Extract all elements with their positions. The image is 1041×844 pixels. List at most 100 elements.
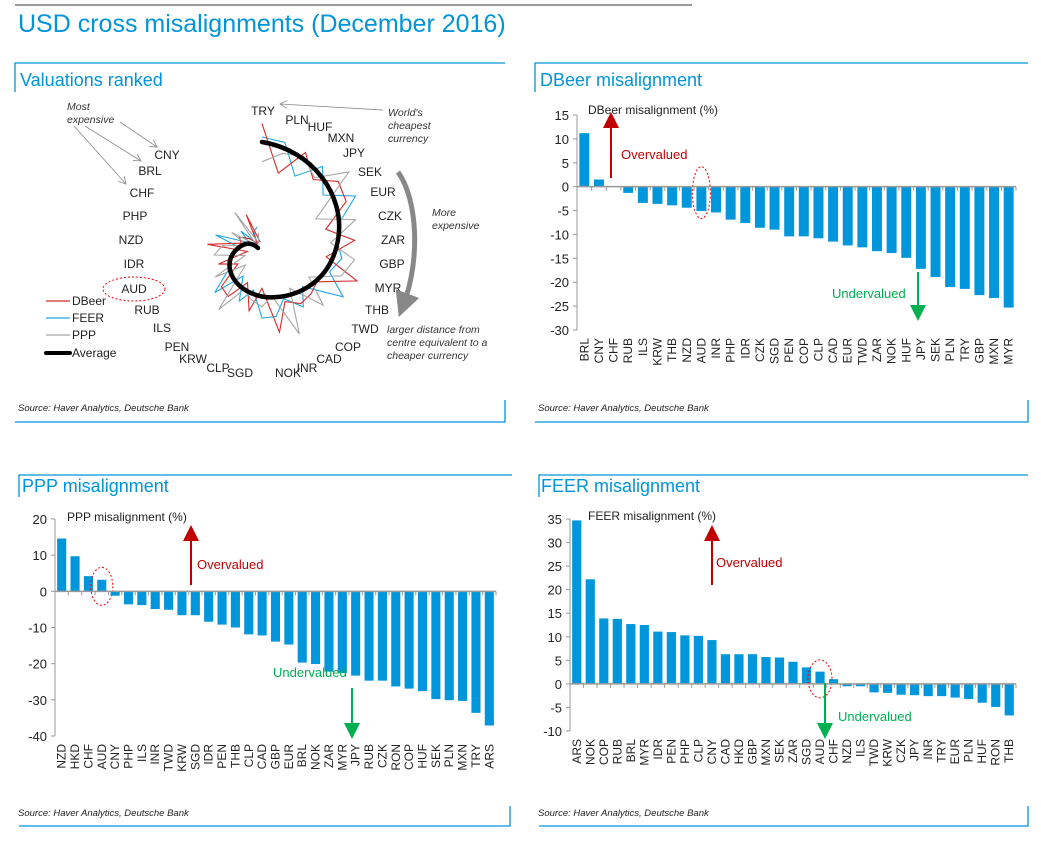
bar-aud [97, 579, 107, 592]
highlight-circle [691, 166, 711, 220]
bar-inr [923, 683, 933, 697]
x-tick-label: TRY [935, 739, 949, 763]
bar-cad [720, 654, 731, 684]
x-tick-label: COP [797, 338, 811, 364]
bar-try [937, 683, 947, 697]
more-expensive-label: expensive [432, 220, 479, 232]
bar-huf [417, 591, 428, 692]
distance-note: centre equivalent to a [387, 337, 488, 349]
x-tick-label: MYR [637, 739, 651, 766]
radar-label-brl: BRL [138, 164, 162, 178]
bar-cny [593, 179, 604, 187]
radar-label-mxn: MXN [328, 131, 355, 145]
x-tick-label: HUF [899, 338, 913, 363]
y-tick-label: 0 [562, 180, 569, 195]
x-tick-label: TWD [855, 338, 869, 366]
bar-nok [886, 186, 897, 254]
x-tick-label: HKD [68, 744, 82, 770]
most-expensive-label: Most [67, 101, 91, 113]
source-dbeer: Source: Haver Analytics, Deutsche Bank [538, 403, 710, 414]
y-tick-label: 30 [548, 536, 562, 551]
y-tick-label: 10 [33, 548, 47, 563]
x-tick-label: ILS [854, 739, 868, 757]
x-tick-label: HKD [732, 739, 746, 765]
panel-title-dbeer: DBeer misalignment [540, 70, 702, 90]
x-tick-label: PHP [678, 739, 692, 764]
most-expensive-label: expensive [67, 114, 114, 126]
bar-aud [815, 671, 825, 684]
x-tick-label: HUF [975, 739, 989, 764]
x-tick-label: PEN [664, 739, 678, 764]
x-tick-label: SEK [929, 338, 943, 362]
x-tick-label: COP [597, 739, 611, 765]
y-tick-label: 5 [555, 653, 562, 668]
bar-sgd [190, 591, 200, 616]
radar-label-cny: CNY [154, 148, 179, 162]
bar-huf [977, 683, 987, 703]
x-tick-label: SGD [188, 744, 202, 770]
panel-title-valuations: Valuations ranked [20, 70, 163, 90]
bar-idr [740, 186, 751, 223]
x-tick-label: TRY [469, 744, 483, 768]
x-tick-label: ILS [135, 744, 149, 762]
y-tick-label: -20 [28, 657, 47, 672]
bar-chf [828, 679, 839, 684]
x-tick-label: CLP [811, 338, 825, 361]
highlight-circle [807, 659, 833, 699]
x-tick-label: MYR [1002, 338, 1016, 365]
y-tick-label: -30 [550, 323, 569, 338]
worlds-cheapest-label: cheapest [388, 120, 432, 132]
bar-aud [696, 186, 707, 212]
bar-pln [945, 186, 956, 287]
bar-pen [784, 186, 795, 237]
radar-series-feer [214, 136, 357, 319]
radar-label-czk: CZK [378, 209, 402, 223]
bar-myr [337, 591, 347, 674]
panel-frames [14, 62, 1029, 827]
radar-label-nok: NOK [275, 366, 301, 380]
x-tick-label: CHF [827, 739, 841, 764]
panel-title-ppp: PPP misalignment [22, 476, 169, 496]
x-tick-label: CNY [592, 338, 606, 363]
x-tick-label: CZK [753, 338, 767, 362]
undervalued-label: Undervalued [273, 665, 347, 680]
x-tick-label: RUB [621, 338, 635, 363]
x-tick-label: NOK [583, 739, 597, 765]
bar-cny [110, 591, 120, 596]
radar-series-lines [207, 123, 359, 335]
bar-cad [828, 186, 839, 242]
bar-rub [612, 618, 622, 684]
bar-brl [579, 133, 590, 187]
bar-sek [930, 186, 941, 277]
bar-ars [572, 520, 582, 684]
x-tick-label: PLN [943, 338, 957, 361]
x-tick-label: SEK [429, 744, 443, 768]
x-tick-label: GBP [972, 338, 986, 363]
bar-clp [244, 591, 254, 635]
bar-pln [444, 591, 454, 701]
x-tick-label: NZD [55, 744, 69, 769]
legend-label-average: Average [72, 346, 117, 360]
y-tick-label: 15 [548, 606, 562, 621]
x-tick-label: CHF [607, 338, 621, 363]
x-tick-label: GBP [745, 739, 759, 764]
x-tick-label: AUD [95, 744, 109, 770]
radar-label-zar: ZAR [381, 233, 405, 247]
bar-cny [707, 640, 717, 684]
y-tick-label: 0 [555, 677, 562, 692]
bar-pen [217, 591, 227, 625]
bar-ils [855, 683, 866, 687]
bar-sgd [801, 667, 812, 684]
bar-zar [872, 186, 882, 252]
legend-label-ppp: PPP [72, 328, 96, 342]
radar-label-myr: MYR [375, 281, 402, 295]
ppp-bar-chart: 20 10 0 -10 -20 -30 -40 NZD HKD CHF AUD CNY PHP ILS IN… [28, 510, 497, 772]
radar-label-rub: RUB [134, 303, 159, 317]
y-tick-label: -20 [550, 275, 569, 290]
x-tick-label: EUR [841, 338, 855, 364]
chart-label: DBeer misalignment (%) [588, 103, 718, 117]
x-tick-label: PEN [782, 338, 796, 363]
radar-label-inr: INR [297, 361, 318, 375]
bar-php [725, 186, 736, 220]
